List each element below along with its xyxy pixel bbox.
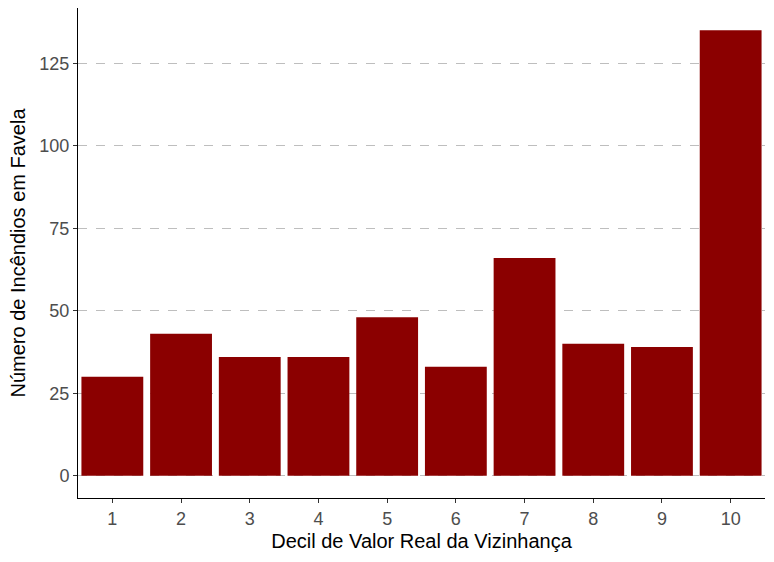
svg-text:10: 10	[721, 509, 741, 529]
svg-text:8: 8	[588, 509, 598, 529]
svg-text:125: 125	[39, 54, 69, 74]
svg-text:7: 7	[520, 509, 530, 529]
svg-text:9: 9	[657, 509, 667, 529]
svg-text:3: 3	[245, 509, 255, 529]
svg-text:50: 50	[49, 301, 69, 321]
svg-text:Decil de Valor Real da Vizinha: Decil de Valor Real da Vizinhança	[271, 530, 572, 552]
svg-text:Número de Incêndios em Favela: Número de Incêndios em Favela	[7, 108, 29, 398]
svg-text:75: 75	[49, 219, 69, 239]
svg-text:1: 1	[107, 509, 117, 529]
svg-text:6: 6	[451, 509, 461, 529]
svg-text:5: 5	[382, 509, 392, 529]
svg-text:0: 0	[59, 466, 69, 486]
svg-text:4: 4	[313, 509, 323, 529]
svg-text:2: 2	[176, 509, 186, 529]
svg-text:100: 100	[39, 136, 69, 156]
svg-text:25: 25	[49, 384, 69, 404]
